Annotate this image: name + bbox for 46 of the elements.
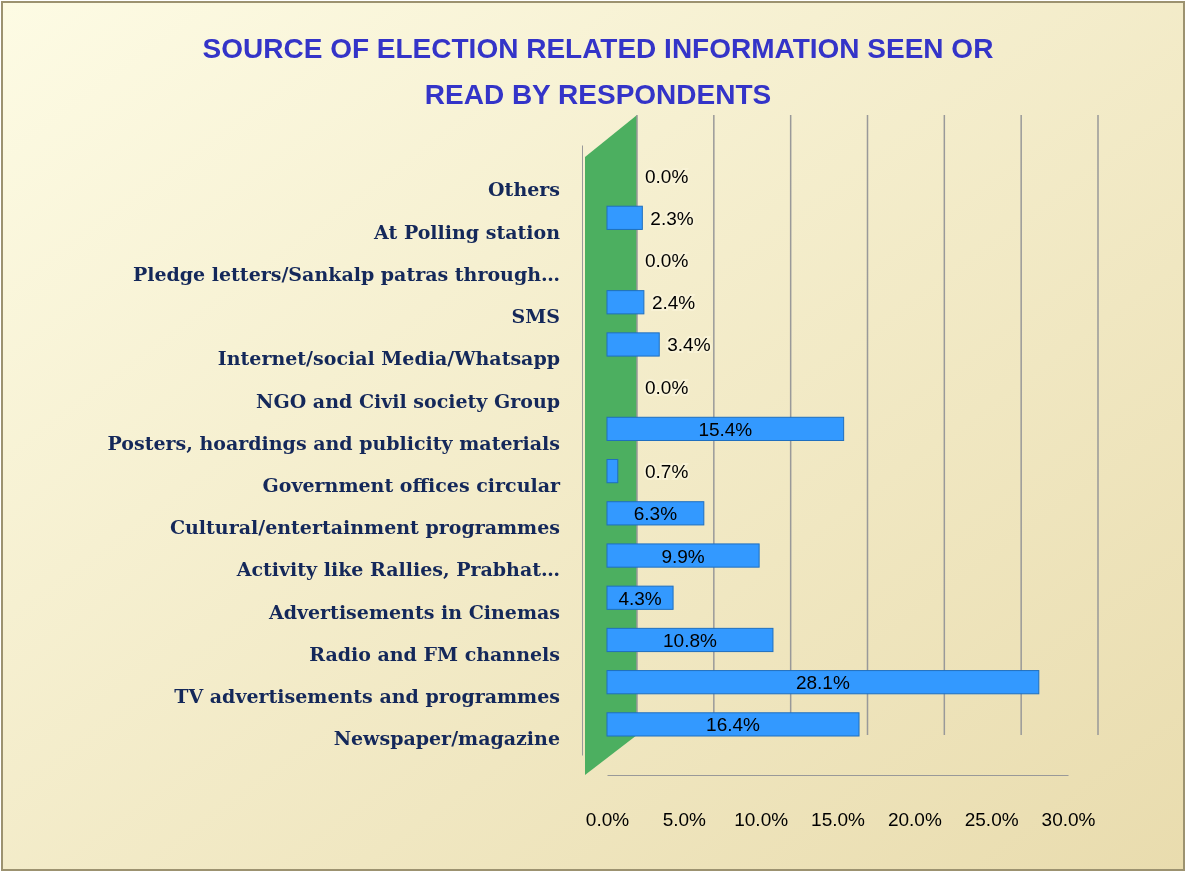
bar <box>606 416 845 441</box>
bar <box>606 332 660 357</box>
y-tick-label: TV advertisements and programmes <box>174 685 560 708</box>
bar <box>606 670 1040 695</box>
data-label: 3.4% <box>667 334 711 356</box>
data-label: 2.4% <box>651 292 696 314</box>
y-tick-label: Advertisements in Cinemas <box>267 600 560 623</box>
y-tick-label: Cultural/entertainment programmes <box>169 516 560 539</box>
data-label: 16.4% <box>706 714 761 736</box>
bar <box>606 459 619 484</box>
x-tick-label: 10.0% <box>734 809 789 831</box>
y-tick-label: Posters, hoardings and publicity materials <box>107 431 560 454</box>
data-label: 0.0% <box>645 376 689 398</box>
y-tick-label: SMS <box>511 305 560 328</box>
y-tick-label: NGO and Civil society Group <box>256 389 560 412</box>
bar <box>606 501 705 526</box>
y-tick-label: Government offices circular <box>262 474 561 497</box>
x-tick-label: 20.0% <box>887 809 942 831</box>
y-tick-label: Newspaper/magazine <box>333 727 560 750</box>
data-label: 15.4% <box>698 418 753 440</box>
x-tick-label: 30.0% <box>1041 809 1096 831</box>
bar <box>606 627 774 653</box>
y-tick-label: At Polling station <box>373 220 561 243</box>
y-tick-label: Pledge letters/Sankalp patras through… <box>132 262 560 285</box>
data-label: 28.1% <box>795 672 850 694</box>
bar <box>606 290 645 315</box>
bar <box>606 712 860 737</box>
data-label: 0.0% <box>645 250 689 272</box>
y-tick-label: Others <box>488 178 560 201</box>
data-label: 0.7% <box>645 461 689 483</box>
data-label: 4.3% <box>618 587 662 609</box>
chart-title: SOURCE OF ELECTION RELATED INFORMATION SEEN OR READ BY RESPONDENTS <box>202 33 994 110</box>
data-label: 0.0% <box>645 165 689 187</box>
y-tick-label: Radio and FM channels <box>309 642 560 665</box>
data-label: 9.9% <box>661 545 705 567</box>
x-tick-label: 15.0% <box>811 809 866 831</box>
data-label: 2.3% <box>650 207 694 229</box>
bar <box>606 543 760 568</box>
x-tick-label: 25.0% <box>964 809 1019 831</box>
data-label: 10.8% <box>663 629 718 651</box>
x-tick-label: 0.0% <box>585 809 630 831</box>
bar <box>606 205 643 230</box>
data-label: 6.3% <box>633 503 678 525</box>
y-tick-label: Internet/social Media/Whatsapp <box>217 347 560 370</box>
y-tick-label: Activity like Rallies, Prabhat… <box>235 558 560 581</box>
x-tick-label: 5.0% <box>662 809 707 831</box>
